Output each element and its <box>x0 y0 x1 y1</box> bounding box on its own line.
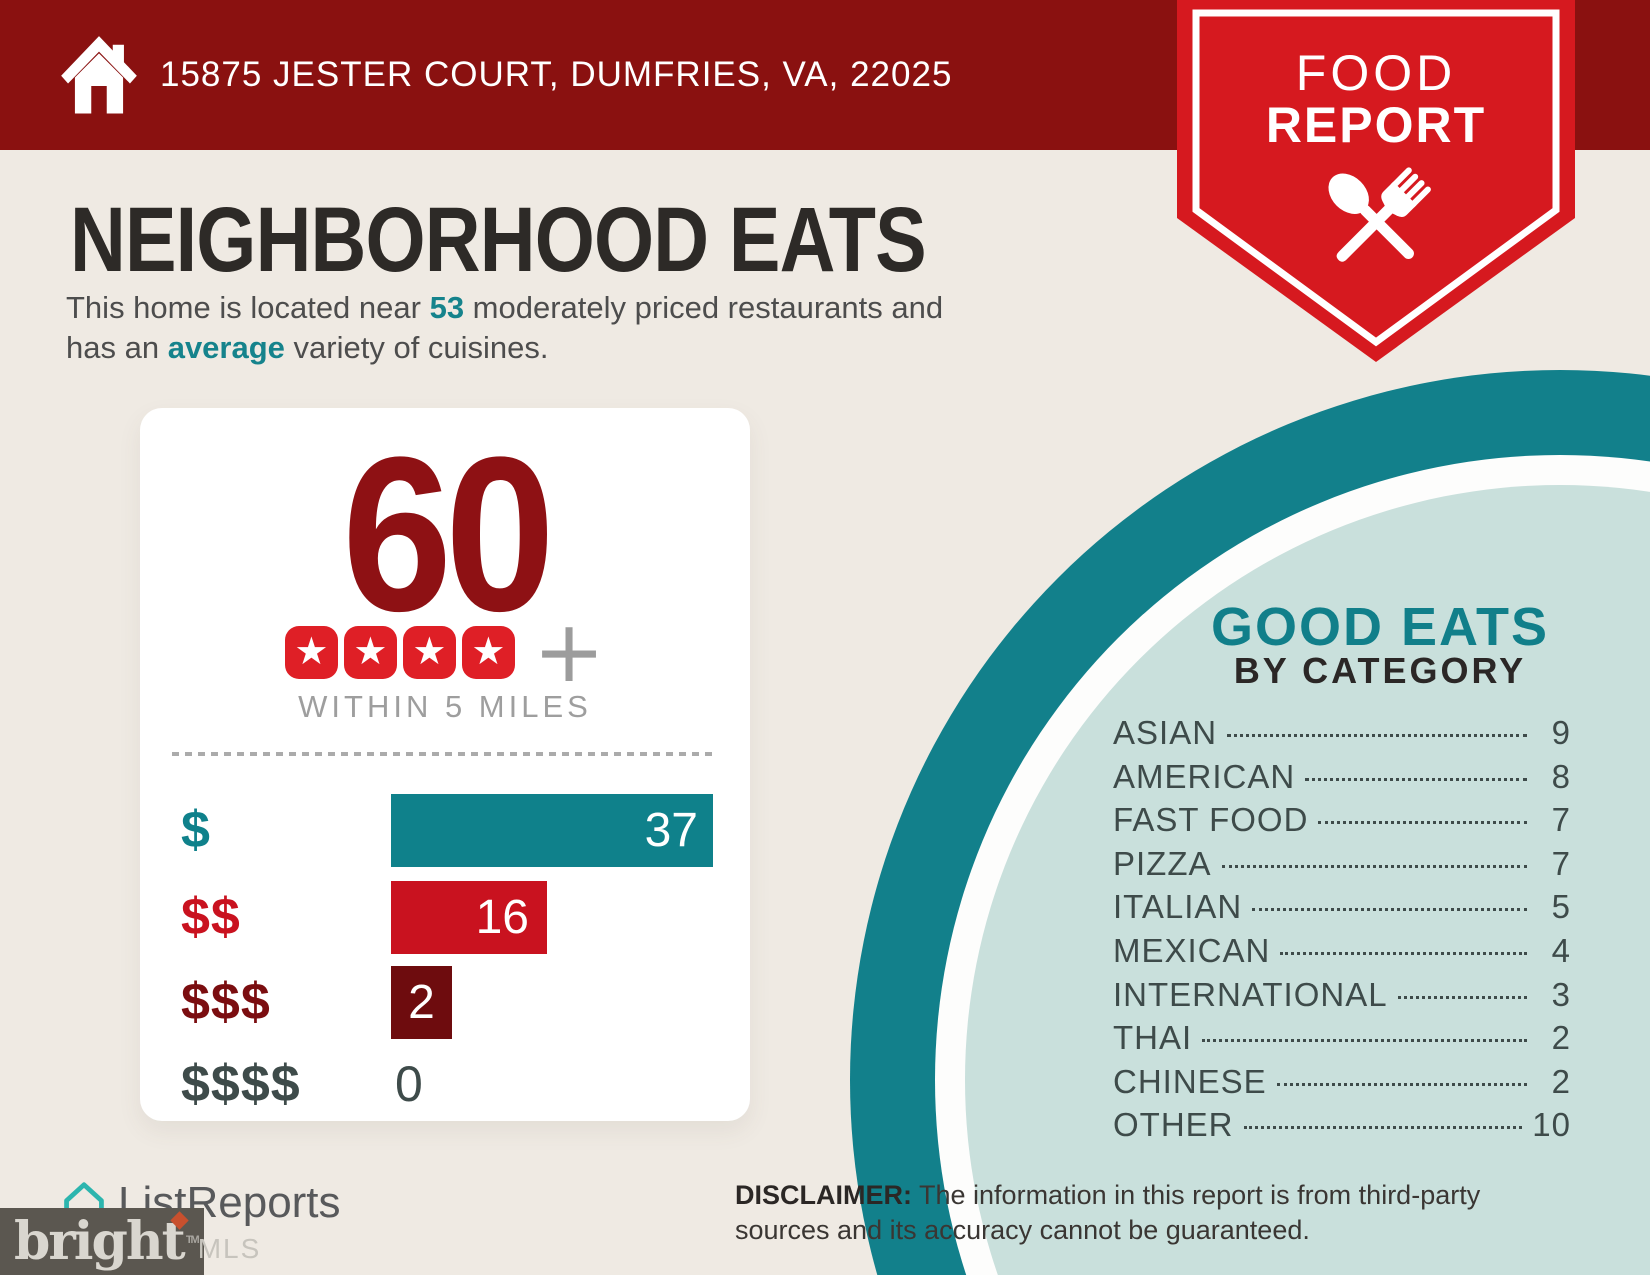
list-item: FAST FOOD 7 <box>1113 801 1571 845</box>
price-tier-bar: 37 <box>391 794 713 867</box>
dotted-leader <box>1202 1039 1527 1043</box>
price-tier-label: $$$$ <box>181 1055 301 1113</box>
category-count: 4 <box>1551 931 1571 969</box>
dotted-leader <box>1227 734 1527 737</box>
category-label: PIZZA <box>1113 844 1212 882</box>
bright-mls-logo: bright TM MLS <box>0 1208 259 1275</box>
dotted-leader <box>1252 908 1527 912</box>
dashed-divider <box>172 752 718 756</box>
dotted-leader <box>1280 951 1527 955</box>
star-icon: ★ <box>284 625 338 679</box>
category-label: OTHER <box>1113 1106 1234 1144</box>
subtitle-text: This home is located near <box>66 290 430 325</box>
property-address: 15875 JESTER COURT, DUMFRIES, VA, 22025 <box>160 55 953 94</box>
variety-highlight: average <box>167 330 285 365</box>
category-count: 10 <box>1532 1106 1571 1144</box>
radius-label: WITHIN 5 MILES <box>298 689 592 724</box>
list-item: MEXICAN 4 <box>1113 932 1571 976</box>
spoon-fork-icon <box>1328 167 1431 262</box>
price-tier-zero-value: 0 <box>395 1056 423 1112</box>
price-tier-bar: 16 <box>391 881 547 954</box>
disclaimer-text: The information in this report is from t… <box>735 1180 1481 1245</box>
score-card: 60 ★ ★ ★ ★ + WITHIN 5 MILES $ 37 $$ 16 $… <box>140 408 750 1121</box>
disclaimer: DISCLAIMER: The information in this repo… <box>735 1178 1575 1248</box>
category-count: 8 <box>1551 757 1571 795</box>
category-list: ASIAN 9 AMERICAN 8 FAST FOOD 7 PIZZA 7 I… <box>1113 714 1571 1150</box>
ribbon-title-line1: FOOD <box>1295 45 1457 101</box>
category-count: 5 <box>1551 888 1571 926</box>
category-label: CHINESE <box>1113 1062 1267 1100</box>
category-count: 7 <box>1551 844 1571 882</box>
star-icon: ★ <box>461 625 515 679</box>
subtitle-text: variety of cuisines. <box>284 330 549 365</box>
plus-icon: + <box>532 601 606 702</box>
category-label: MEXICAN <box>1113 931 1271 969</box>
category-label: AMERICAN <box>1113 757 1296 795</box>
subtitle-text: has an <box>66 330 168 365</box>
star-rating: ★ ★ ★ ★ + <box>140 601 750 702</box>
ribbon-title-line2: REPORT <box>1265 97 1487 153</box>
list-item: ASIAN 9 <box>1113 714 1571 758</box>
list-item: ITALIAN 5 <box>1113 888 1571 932</box>
category-count: 9 <box>1551 714 1571 751</box>
listreports-logo: ListReports <box>60 1178 341 1228</box>
list-item: CHINESE 2 <box>1113 1063 1571 1107</box>
price-tier-label: $$ <box>181 888 241 946</box>
page-title: NEIGHBORHOOD EATS <box>70 189 927 291</box>
category-count: 3 <box>1551 975 1571 1013</box>
list-item: OTHER 10 <box>1113 1106 1571 1150</box>
list-item: INTERNATIONAL 3 <box>1113 976 1571 1020</box>
disclaimer-label: DISCLAIMER: <box>735 1180 912 1210</box>
price-tier-label: $ <box>181 801 211 859</box>
dotted-leader <box>1305 777 1527 781</box>
bright-wordmark: bright TM <box>14 1210 200 1272</box>
restaurant-count: 53 <box>429 290 465 325</box>
mls-text: MLS <box>197 1232 262 1264</box>
category-count: 2 <box>1551 1019 1571 1057</box>
category-count: 7 <box>1551 801 1571 839</box>
star-icon: ★ <box>402 625 456 679</box>
restaurant-score: 60 <box>342 411 555 657</box>
dotted-leader <box>1276 1082 1527 1086</box>
list-item: AMERICAN 8 <box>1113 758 1571 802</box>
category-count: 2 <box>1551 1062 1571 1100</box>
category-label: ITALIAN <box>1113 888 1243 926</box>
food-report-ribbon <box>1177 0 1575 362</box>
dotted-leader <box>1243 1126 1523 1130</box>
dotted-leader <box>1397 995 1527 999</box>
subtitle-text: moderately priced restaurants and <box>464 290 944 325</box>
price-tier-label: $$$ <box>181 973 271 1031</box>
star-icon: ★ <box>343 625 397 679</box>
dotted-leader <box>1221 864 1527 868</box>
category-label: INTERNATIONAL <box>1113 975 1388 1013</box>
category-label: ASIAN <box>1113 714 1218 751</box>
list-item: PIZZA 7 <box>1113 845 1571 889</box>
good-eats-title: GOOD EATS <box>1210 597 1550 657</box>
trademark-symbol: TM <box>185 1233 200 1246</box>
price-tier-bar: 2 <box>391 966 452 1039</box>
category-label: FAST FOOD <box>1113 801 1309 839</box>
page-subtitle: This home is located near 53 moderately … <box>66 288 1126 368</box>
category-label: THAI <box>1113 1019 1193 1057</box>
home-icon <box>61 36 137 114</box>
good-eats-subtitle: BY CATEGORY <box>1233 650 1527 691</box>
list-item: THAI 2 <box>1113 1019 1571 1063</box>
dotted-leader <box>1318 821 1527 825</box>
bright-text: bright <box>14 1210 186 1272</box>
